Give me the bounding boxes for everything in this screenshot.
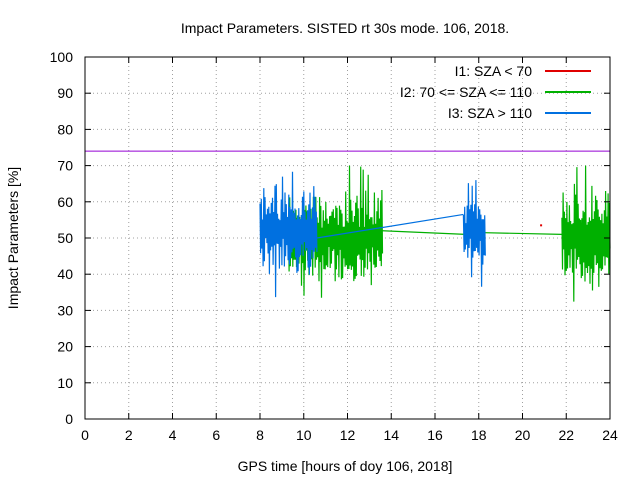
x-tick-label: 12 [340,427,356,443]
series-line [382,230,466,235]
chart-title: Impact Parameters. SISTED rt 30s mode. 1… [181,20,509,36]
y-axis-label: Impact Parameters [%] [5,167,21,309]
series-line [316,213,464,239]
y-tick-label: 60 [57,194,73,210]
series-2 [287,165,611,302]
legend-label: I2: 70 <= SZA <= 110 [400,84,532,100]
x-tick-label: 24 [602,427,618,443]
series-line [287,165,384,298]
y-tick-label: 40 [57,266,73,282]
y-tick-label: 90 [57,85,73,101]
series-line [478,231,562,235]
series-line [259,171,318,298]
y-tick-label: 70 [57,158,73,174]
x-tick-label: 20 [515,427,531,443]
y-tick-label: 10 [57,375,73,391]
y-tick-label: 50 [57,230,73,246]
x-tick-label: 6 [212,427,220,443]
y-tick-label: 80 [57,121,73,137]
x-tick-label: 2 [125,427,133,443]
series-line [561,165,611,302]
x-tick-label: 4 [169,427,177,443]
x-tick-label: 18 [471,427,487,443]
data-point [540,224,543,227]
x-tick-label: 8 [256,427,264,443]
y-tick-label: 0 [65,411,73,427]
axis-ticks: 0 2 4 6 8 10 12 14 16 18 20 22 240102030405060708090… [50,49,618,443]
series-line [462,180,486,287]
legend-label: I3: SZA > 110 [448,105,532,121]
legend: I1: SZA < 70 I2: 70 <= SZA <= 110 I3: SZA … [400,63,591,121]
legend-label: I1: SZA < 70 [455,63,533,79]
series-layer [259,165,611,302]
series-1 [540,224,543,227]
x-tick-label: 10 [296,427,312,443]
x-tick-label: 22 [558,427,574,443]
x-tick-label: 0 [81,427,89,443]
y-tick-label: 20 [57,339,73,355]
x-tick-label: 14 [383,427,399,443]
y-tick-label: 30 [57,302,73,318]
series-3 [259,171,486,298]
y-tick-label: 100 [50,49,74,65]
x-tick-label: 16 [427,427,443,443]
x-axis-label: GPS time [hours of doy 106, 2018] [238,458,453,474]
